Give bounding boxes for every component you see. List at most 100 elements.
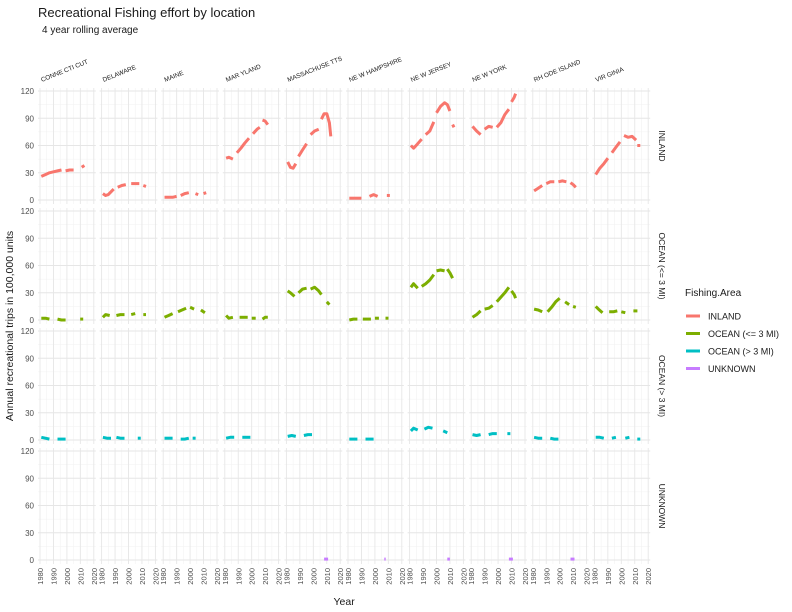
x-tick-label: 2010 bbox=[261, 568, 270, 585]
series-segment bbox=[471, 125, 482, 136]
strip-label-new-york: NE W YORK bbox=[471, 63, 508, 83]
panel-inland-new-york bbox=[469, 88, 527, 204]
series-segment bbox=[471, 309, 482, 319]
series-segment bbox=[203, 191, 207, 196]
series-segment bbox=[558, 179, 567, 184]
series-segment bbox=[594, 305, 604, 314]
series-line-ocean-3-mi-delaware bbox=[102, 435, 141, 440]
x-tick-label: 1990 bbox=[357, 568, 366, 585]
panel-ocean-3-mi-new-jersey bbox=[407, 208, 466, 324]
x-tick-label: 2010 bbox=[76, 568, 85, 585]
series-line-ocean-3-mi-virginia bbox=[594, 305, 638, 315]
x-tick-label: 1980 bbox=[590, 568, 599, 585]
series-segment bbox=[624, 435, 630, 440]
series-segment bbox=[309, 285, 323, 296]
y-tick-label: 60 bbox=[25, 502, 34, 511]
series-segment bbox=[130, 312, 136, 317]
y-tick-label: 90 bbox=[25, 354, 34, 363]
y-tick-label: 60 bbox=[25, 142, 34, 151]
series-segment bbox=[320, 112, 333, 137]
series-segment bbox=[65, 168, 74, 173]
x-tick-label: 1980 bbox=[282, 568, 291, 585]
series-segment bbox=[495, 286, 511, 303]
series-line-ocean-3-mi-connecticut bbox=[40, 435, 66, 441]
series-segment bbox=[446, 268, 454, 279]
series-segment bbox=[495, 108, 511, 129]
legend: Fishing.Area INLAND OCEAN (<= 3 MI) OCEAN (… bbox=[685, 288, 779, 374]
panel-unknown-new-york bbox=[469, 448, 527, 564]
series-segment bbox=[225, 435, 235, 440]
x-tick-label: 2000 bbox=[433, 568, 442, 585]
series-segment bbox=[189, 305, 195, 311]
series-segment bbox=[235, 137, 251, 154]
x-tick-label: 2020 bbox=[275, 568, 284, 585]
series-segment bbox=[545, 180, 555, 185]
panel-ocean-3-mi-delaware bbox=[99, 328, 158, 444]
x-tick-label: 1990 bbox=[604, 568, 613, 585]
y-tick-label: 90 bbox=[25, 234, 34, 243]
y-tick-label: 120 bbox=[21, 207, 35, 216]
series-segment bbox=[623, 134, 638, 142]
x-tick-label: 2020 bbox=[398, 568, 407, 585]
strip-label-maryland: MAR YLAND bbox=[225, 63, 262, 84]
series-segment bbox=[200, 308, 206, 314]
y-tick-label: 60 bbox=[25, 382, 34, 391]
panel-inland-delaware bbox=[99, 88, 158, 204]
y-tick-label: 120 bbox=[21, 327, 35, 336]
row-strip-label-ocean-3-mi: OCEAN (> 3 MI) bbox=[657, 355, 667, 417]
series-line-ocean-3-mi-maryland bbox=[225, 314, 268, 321]
x-tick-label: 2010 bbox=[138, 568, 147, 585]
series-segment bbox=[262, 118, 269, 126]
x-tick-label: 2000 bbox=[309, 568, 318, 585]
series-segment bbox=[116, 313, 125, 317]
x-tick-label: 2020 bbox=[644, 568, 653, 585]
series-segment bbox=[163, 312, 174, 319]
panel-inland-rhode-island bbox=[530, 88, 589, 204]
x-tick-label: 2020 bbox=[521, 568, 530, 585]
series-line-ocean-3-mi-maine bbox=[163, 305, 206, 319]
y-tick-label: 60 bbox=[25, 262, 34, 271]
series-segment bbox=[595, 435, 605, 440]
y-tick-label: 90 bbox=[25, 114, 34, 123]
panel-inland-massachusetts bbox=[284, 88, 343, 204]
panel-inland-new-hampshire bbox=[346, 88, 404, 204]
panel-ocean-3-mi-new-jersey bbox=[407, 328, 466, 444]
series-line-inland-maine bbox=[164, 191, 207, 199]
panel-inland-virginia bbox=[592, 88, 651, 204]
series-line-ocean-3-mi-massachusetts bbox=[286, 285, 331, 306]
series-segment bbox=[225, 314, 234, 320]
x-tick-label: 1990 bbox=[481, 568, 490, 585]
strip-label-massachusetts: MASSACHUSE TTS bbox=[287, 55, 344, 83]
series-segment bbox=[611, 435, 617, 440]
series-line-inland-maryland bbox=[225, 118, 269, 161]
series-segment bbox=[297, 142, 308, 158]
x-tick-label: 2000 bbox=[494, 568, 503, 585]
strip-label-delaware: DELAWARE bbox=[102, 64, 137, 84]
panel-ocean-3-mi-new-hampshire bbox=[346, 208, 404, 324]
series-segment bbox=[510, 290, 517, 299]
series-segment bbox=[546, 297, 561, 313]
panel-ocean-3-mi-new-hampshire bbox=[346, 328, 404, 444]
series-segment bbox=[610, 140, 622, 154]
series-segment bbox=[423, 425, 433, 431]
series-line-ocean-3-mi-new-hampshire bbox=[348, 316, 389, 322]
panel-unknown-rhode-island bbox=[530, 448, 589, 564]
panel-inland-connecticut bbox=[38, 88, 96, 204]
x-tick-label: 2000 bbox=[125, 568, 134, 585]
series-segment bbox=[472, 433, 481, 437]
panel-ocean-3-mi-massachusetts bbox=[284, 328, 343, 444]
row-strip-label-ocean-3-mi: OCEAN (<= 3 MI) bbox=[657, 232, 667, 299]
panel-ocean-3-mi-rhode-island bbox=[530, 328, 589, 444]
x-tick-label: 1990 bbox=[49, 568, 58, 585]
series-segment bbox=[325, 300, 331, 306]
chart-title: Recreational Fishing effort by location bbox=[38, 5, 256, 20]
series-segment bbox=[533, 307, 543, 314]
panel-ocean-3-mi-new-york bbox=[469, 328, 527, 444]
x-tick-label: 1990 bbox=[173, 568, 182, 585]
x-tick-label: 1980 bbox=[467, 568, 476, 585]
series-segment bbox=[484, 304, 494, 311]
panel-ocean-3-mi-virginia bbox=[592, 208, 651, 324]
series-segment bbox=[483, 124, 494, 131]
